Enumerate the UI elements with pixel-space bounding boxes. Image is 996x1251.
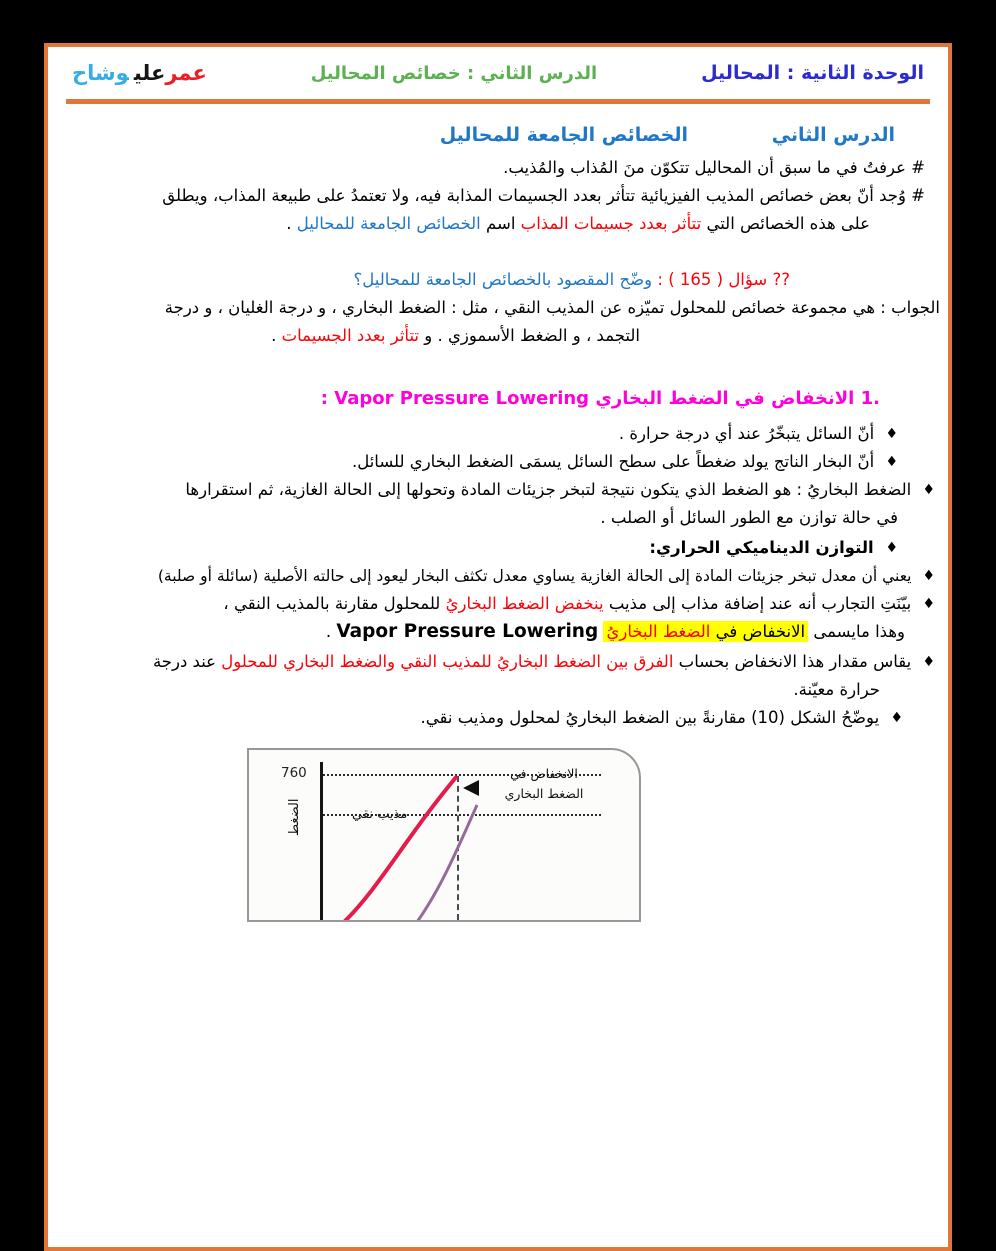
section-1-title-en: Vapor Pressure Lowering [334,388,590,409]
bullet-measurement-line-2: حرارة معيّنة. [54,676,942,704]
intro-text-1: عرفتُ في ما سبق أن المحاليل تتكوّن منَ ا… [503,158,906,177]
title-row: الدرس الثاني الخصائص الجامعة للمحاليل [54,124,942,154]
page-title: الخصائص الجامعة للمحاليل [439,124,688,146]
section-1-title-ar: الانخفاض في الضغط البخاري [595,388,855,409]
vapor-pressure-lowering-english: Vapor Pressure Lowering [336,621,599,642]
measurement-text-2: حرارة معيّنة. [793,680,880,699]
author-logo: عمرعليوشاح [72,61,207,85]
diamond-bullet-icon: ♦ [890,710,903,726]
y-axis-label: الضغط [287,798,302,836]
intro-text-2: وُجد أنّ بعض خصائص المذيب الفيزيائية تتأ… [162,186,906,205]
intro-text-3-end: . [286,214,292,233]
bullet-figure-reference: ♦ يوضّحُ الشكل (10) مقارنةً بين الضغط ال… [54,704,942,732]
left-arrow-icon [463,780,479,796]
experiments-text-red: ينخفض الضغط البخاريُ [445,594,604,613]
question-number: ?? سؤال ( 165 ) : [657,270,790,289]
diamond-bullet-icon: ♦ [922,568,935,584]
solution-curve [416,804,479,920]
measurement-text-1a: يقاس مقدار هذا الانخفاض بحساب [678,652,912,671]
document-page: الوحدة الثانية : المحاليل الدرس الثاني :… [44,43,952,1251]
question-text: وضّح المقصود بالخصائص الجامعة للمحاليل؟ [353,270,653,289]
diamond-bullet-icon: ♦ [885,454,898,470]
answer-text-2-red: تتأثر بعدد الجسيمات [281,326,420,345]
document-body: الدرس الثاني الخصائص الجامعة للمحاليل # … [48,124,948,922]
page-header: الوحدة الثانية : المحاليل الدرس الثاني :… [48,47,948,89]
screenshot-root: { "colors":{ "accent_orange":"#E0763A","… [44,43,952,1251]
pure-solvent-label: مذيب نقي [352,807,408,822]
logo-part-black: علي [133,61,166,85]
bullet-vapor-pressure-definition-line-2: في حالة توازن مع الطور السائل أو الصلب . [54,504,942,532]
header-lesson-title: الدرس الثاني : خصائص المحاليل [310,62,598,84]
hash-marker: # [911,158,925,177]
bullet-vapor-pressure-intro-text: أنّ البخار الناتج يولد ضغطاً على سطح الس… [351,452,875,471]
bullet-evaporation: ♦ أنّ السائل يتبخّرُ عند أي درجة حرارة . [54,420,942,448]
measurement-text-1b: عند درجة [152,652,217,671]
answer-text-2-end: . [271,326,277,345]
highlighted-term: الانخفاض في الضغط البخاريُ [603,621,809,642]
diamond-bullet-icon: ♦ [885,540,898,556]
diamond-bullet-icon: ♦ [885,426,898,442]
thermal-equilibrium-meaning-text: يعني أن معدل تبخر جزيئات المادة إلى الحا… [157,567,912,585]
answer-text-2a: التجمد ، و الضغط الأسموزي . و [424,326,640,345]
section-1-number: 1. [860,388,880,409]
logo-part-red: عمر [165,61,207,85]
intro-text-3a: على هذه الخصائص التي [706,214,870,233]
intro-line-1: # عرفتُ في ما سبق أن المحاليل تتكوّن منَ… [54,154,942,182]
bullet-thermal-equilibrium-meaning: ♦ يعني أن معدل تبخر جزيئات المادة إلى ال… [54,562,942,590]
vapor-pressure-definition-text-1: الضغط البخاريُ : هو الضغط الذي يتكون نتي… [185,480,912,499]
intro-text-3-blue: الخصائص الجامعة للمحاليل [296,214,481,233]
intro-text-3b: اسم [486,214,516,233]
orange-divider [66,99,930,104]
annotation-line-1: الانخفاض في [510,766,578,781]
y-axis-tick-760: 760 [281,765,307,781]
highlight-black-part: الانخفاض في [715,622,806,641]
vp-lowering-annotation: الانخفاض في الضغط البخاري [485,764,603,804]
intro-text-3-red: تتأثر بعدد جسيمات المذاب [520,214,702,233]
diamond-bullet-icon: ♦ [922,654,935,670]
thermal-equilibrium-heading-text: التوازن الديناميكي الحراري: [649,538,874,557]
intro-line-3: على هذه الخصائص التي تتأثر بعدد جسيمات ا… [54,210,942,238]
intro-line-2: # وُجد أنّ بعض خصائص المذيب الفيزيائية ت… [54,182,942,210]
vapor-pressure-definition-text-2: في حالة توازن مع الطور السائل أو الصلب . [600,508,898,527]
answer-line-1: الجواب : هي مجموعة خصائص للمحلول تميّزه … [54,294,942,322]
bullet-thermal-equilibrium-heading: ♦ التوازن الديناميكي الحراري: [54,534,942,562]
experiments-text-2a: وهذا مايسمى [813,622,905,641]
bullet-experiments-line-1: ♦ بيّنَتِ التجارب أنه عند إضافة مذاب إلى… [54,590,942,618]
experiments-text-1a: بيّنَتِ التجارب أنه عند إضافة مذاب إلى م… [608,594,912,613]
bullet-vapor-pressure-def-intro: ♦ أنّ البخار الناتج يولد ضغطاً على سطح ا… [54,448,942,476]
hash-marker: # [911,186,925,205]
question-line: ?? سؤال ( 165 ) : وضّح المقصود بالخصائص … [54,266,942,294]
highlight-red-part: الضغط البخاريُ [606,622,711,641]
answer-line-2: التجمد ، و الضغط الأسموزي . و تتأثر بعدد… [54,322,942,350]
dotted-line-solution [323,814,601,816]
logo-part-blue: وشاح [72,61,129,85]
diamond-bullet-icon: ♦ [922,596,935,612]
bullet-evaporation-text: أنّ السائل يتبخّرُ عند أي درجة حرارة . [618,424,875,443]
bullet-measurement-line-1: ♦ يقاس مقدار هذا الانخفاض بحساب الفرق بي… [54,648,942,676]
section-1-heading: 1. الانخفاض في الضغط البخاري Vapor Press… [54,384,942,414]
bullet-vapor-pressure-definition-line-1: ♦ الضغط البخاريُ : هو الضغط الذي يتكون ن… [54,476,942,504]
bullet-experiments-line-2: وهذا مايسمى الانخفاض في الضغط البخاريُ V… [54,618,942,646]
lesson-number-title: الدرس الثاني [771,124,895,146]
header-unit-title: الوحدة الثانية : المحاليل [701,62,924,84]
experiments-text-1b: للمحلول مقارنة بالمذيب النقي ، [223,594,441,613]
figure-10-chart: 760 الانخفاض في الضغط البخاري مذيب نقي ا… [247,748,641,922]
dotted-line-pure-solvent-760 [323,774,601,776]
answer-text-1: الجواب : هي مجموعة خصائص للمحلول تميّزه … [164,298,940,317]
experiments-line-2-end: . [325,622,332,641]
measurement-text-red: الفرق بين الضغط البخاريُ للمذيب النقي وا… [221,652,674,671]
annotation-line-2: الضغط البخاري [504,786,584,801]
diamond-bullet-icon: ♦ [922,482,935,498]
figure-reference-text: يوضّحُ الشكل (10) مقارنةً بين الضغط البخ… [420,708,880,727]
pure-solvent-curve [343,774,459,920]
section-1-colon: : [320,388,328,409]
